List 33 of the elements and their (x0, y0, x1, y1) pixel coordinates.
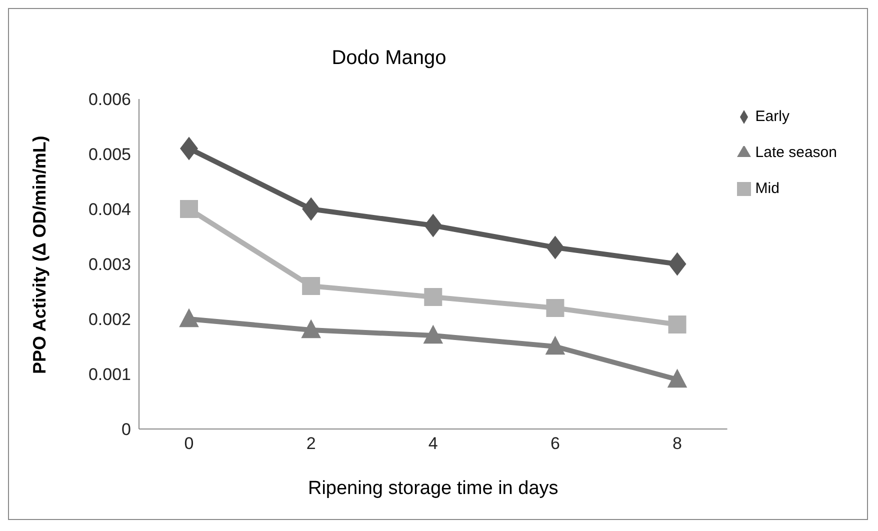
y-axis-title: PPO Activity (Δ OD/min/mL) (29, 136, 50, 374)
y-tick-label: 0.003 (88, 255, 131, 274)
point (667, 368, 688, 388)
point (301, 319, 321, 338)
point (424, 214, 442, 238)
x-tick-label: 8 (672, 434, 682, 454)
x-tick-label: 2 (306, 434, 316, 454)
x-tick-label: 6 (550, 434, 560, 454)
point (546, 236, 564, 260)
y-tick-label: 0.002 (88, 310, 131, 330)
y-tick-label: 0.005 (88, 145, 131, 164)
point (302, 197, 320, 221)
point (668, 252, 686, 276)
x-tick-label: 4 (428, 434, 438, 454)
y-tick-label: 0.004 (88, 200, 131, 220)
point (179, 308, 199, 328)
point (668, 316, 686, 334)
point (424, 288, 442, 306)
point (180, 136, 198, 160)
legend-label: Late season (755, 144, 837, 161)
point (180, 200, 198, 218)
point (302, 277, 320, 295)
point (423, 324, 444, 344)
chart-title: Dodo Mango (330, 47, 448, 70)
y-tick-label: 0 (122, 420, 131, 440)
y-tick-label: 0.001 (88, 365, 131, 384)
point (546, 299, 564, 317)
y-tick-label: 0.006 (88, 90, 131, 110)
legend-label: Early (755, 108, 790, 125)
point (545, 336, 566, 355)
x-tick-label: 0 (184, 434, 194, 454)
x-axis-title: Ripening storage time in days (308, 478, 558, 499)
legend-label: Mid (755, 180, 780, 197)
